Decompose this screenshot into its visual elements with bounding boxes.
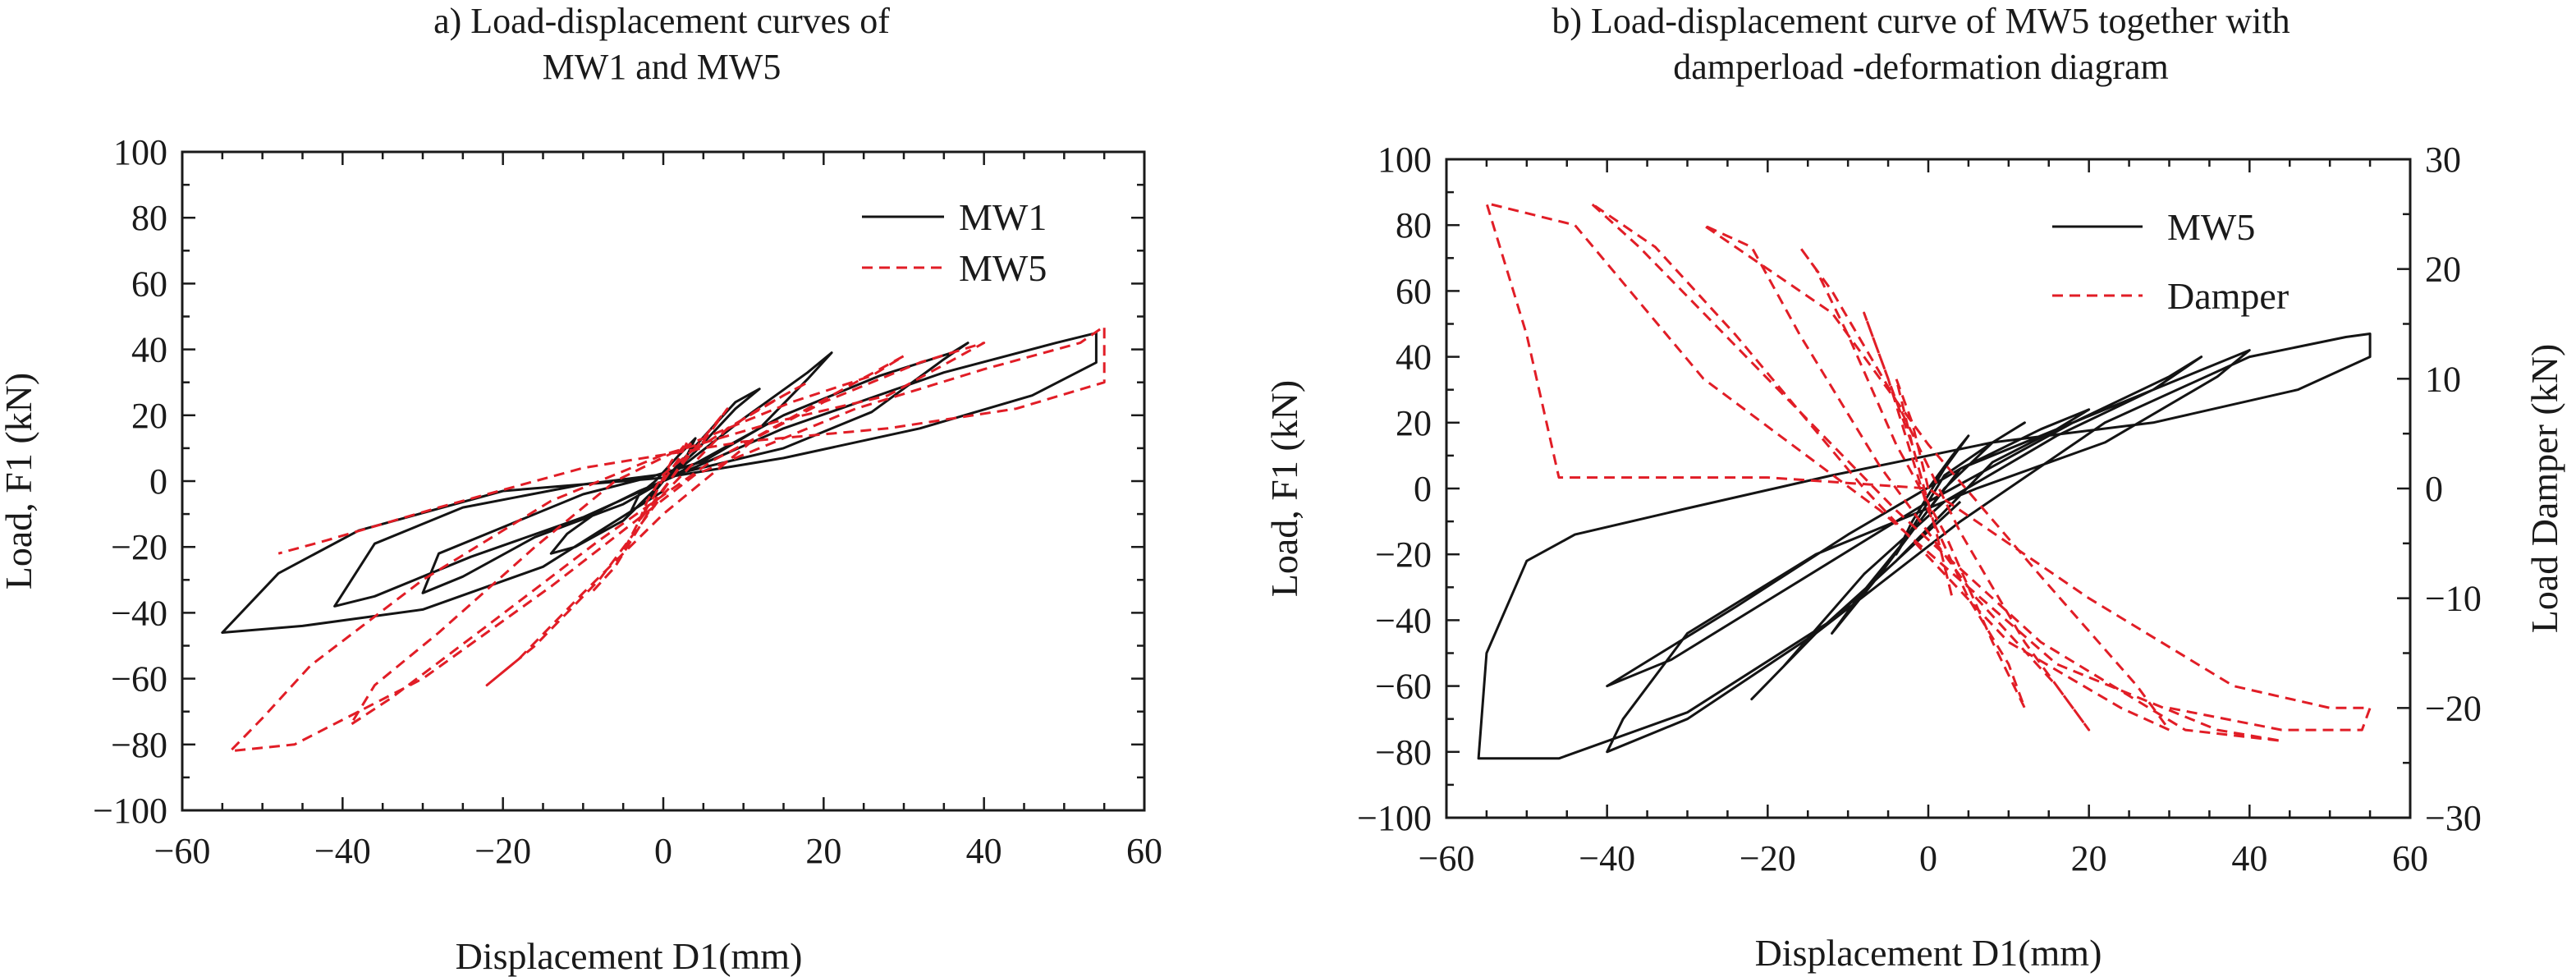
chart-b: b) Load-displacement curve of MW5 togeth… [1263,1,2565,974]
chart-b-ticks: −60 −40 −20 0 20 40 60−100−80−60−40−2002040608… [1357,140,2482,878]
chart-b-y-axis-label: Load, F1 (kN) [1263,380,1305,597]
chart-a-y-tick-label: 40 [131,330,167,370]
chart-b-y2-tick-label: −30 [2425,798,2482,838]
chart-a-y-tick-label: −20 [111,527,167,567]
chart-a-title-line-2: MW1 and MW5 [543,47,782,87]
chart-b-y2-axis-label: Load Damper (kN) [2523,344,2565,634]
chart-a-legend-label-mw1: MW1 [959,196,1047,238]
chart-b-y-tick-label: 80 [1396,205,1432,245]
chart-b-x-tick-label: 20 [2071,838,2107,878]
chart-a-y-axis-label: Load, F1 (kN) [0,373,39,589]
chart-b-y-tick-label: 60 [1396,271,1432,311]
chart-b-y2-tick-label: 30 [2425,140,2461,180]
chart-b-y-tick-label: −100 [1357,798,1432,838]
chart-b-legend: MW5 Damper [2052,206,2289,317]
chart-a-x-tick-label: 20 [805,831,841,871]
chart-a-series-mw1-line [221,332,1098,634]
chart-b-x-tick-label: 60 [2392,838,2428,878]
chart-a-x-tick-label: −40 [314,831,371,871]
chart-a-ticks: −60 −40 −20 0 20 40 60 −100 −80 −60 −40 −20 0 20 40 60 8… [93,132,1162,871]
chart-a-x-axis-label: Displacement D1(mm) [456,935,803,977]
chart-b-y2-tick-label: 10 [2425,359,2461,399]
chart-a-x-tick-label: 0 [654,831,672,871]
chart-b-x-tick-label: −20 [1739,838,1796,878]
chart-a-plot-area [221,325,1106,753]
chart-b-y2-tick-label: −20 [2425,688,2482,728]
chart-a-y-tick-label: −40 [111,593,167,633]
chart-b-y-tick-label: −40 [1375,600,1432,640]
chart-b-y-tick-label: 20 [1396,403,1432,443]
chart-b-y-tick-label: 40 [1396,337,1432,378]
chart-b-y2-tick-label: 20 [2425,250,2461,290]
chart-a: a) Load-displacement curves of MW1 and M… [0,1,1162,977]
chart-b-legend-label-damper: Damper [2167,275,2289,317]
chart-b-series-damper-line [1485,202,2372,742]
chart-b-series-mw5-line [1477,333,2372,760]
chart-a-title-line-1: a) Load-displacement curves of [433,1,890,41]
chart-b-legend-label-mw5: MW5 [2167,206,2255,248]
chart-b-y-tick-label: −60 [1375,667,1432,707]
chart-b-title-line-2: damperload -deformation diagram [1673,47,2169,87]
chart-b-plot-area [1477,202,2372,760]
chart-a-series-mw5-line [229,325,1106,753]
chart-a-x-tick-label: −20 [474,831,531,871]
chart-b-x-tick-label: 0 [1919,838,1937,878]
chart-a-y-tick-label: −60 [111,659,167,699]
chart-a-y-tick-label: 20 [131,396,167,436]
chart-a-legend-label-mw5: MW5 [959,247,1047,289]
chart-b-x-tick-label: 40 [2231,838,2267,878]
chart-b-y2-tick-label: 0 [2425,469,2443,509]
chart-b-x-axis-label: Displacement D1(mm) [1755,932,2102,974]
chart-a-y-tick-label: 60 [131,264,167,304]
chart-b-y-tick-label: 100 [1377,140,1432,180]
chart-b-title-line-1: b) Load-displacement curve of MW5 togeth… [1552,1,2290,41]
chart-a-x-tick-label: 40 [966,831,1002,871]
chart-b-x-tick-label: −40 [1579,838,1635,878]
chart-b-y-tick-label: 0 [1414,469,1432,509]
chart-a-y-tick-label: −80 [111,725,167,765]
chart-b-x-tick-label: −60 [1419,838,1475,878]
chart-a-x-tick-label: −60 [154,831,211,871]
chart-b-y-tick-label: −80 [1375,732,1432,773]
chart-a-y-tick-label: 0 [149,461,167,502]
chart-b-y2-tick-label: −10 [2425,579,2482,619]
chart-a-x-tick-label: 60 [1126,831,1162,871]
chart-b-y-tick-label: −20 [1375,534,1432,575]
chart-a-y-tick-label: −100 [93,791,167,831]
chart-a-y-tick-label: 100 [113,132,167,172]
chart-a-y-tick-label: 80 [131,198,167,238]
